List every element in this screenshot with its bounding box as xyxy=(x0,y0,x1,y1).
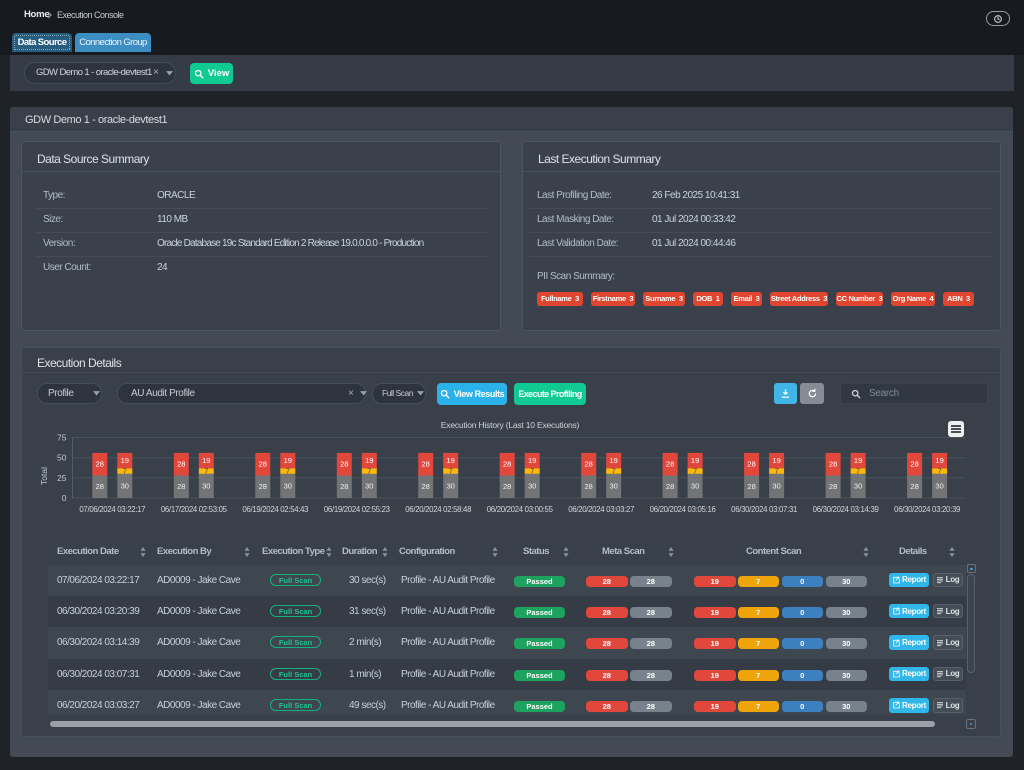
svg-text:25: 25 xyxy=(57,473,67,483)
svg-text:28: 28 xyxy=(585,460,593,469)
svg-text:19: 19 xyxy=(121,456,129,465)
svg-text:07/06/2024 03:22:17: 07/06/2024 03:22:17 xyxy=(79,505,145,514)
svg-text:30: 30 xyxy=(121,481,129,490)
svg-text:28: 28 xyxy=(422,482,430,491)
svg-text:7: 7 xyxy=(367,467,371,476)
svg-text:28: 28 xyxy=(177,482,185,491)
svg-text:30: 30 xyxy=(447,481,455,490)
svg-text:30: 30 xyxy=(528,481,536,490)
svg-text:19: 19 xyxy=(691,456,699,465)
svg-text:7: 7 xyxy=(123,467,127,476)
svg-text:75: 75 xyxy=(57,433,67,443)
svg-text:06/17/2024 02:53:05: 06/17/2024 02:53:05 xyxy=(161,505,228,514)
svg-text:28: 28 xyxy=(96,482,104,491)
svg-text:19: 19 xyxy=(365,456,373,465)
svg-text:28: 28 xyxy=(747,460,755,469)
svg-text:30: 30 xyxy=(935,481,943,490)
svg-text:06/20/2024 02:58:48: 06/20/2024 02:58:48 xyxy=(405,505,471,514)
svg-text:28: 28 xyxy=(96,460,104,469)
svg-text:7: 7 xyxy=(612,467,616,476)
svg-text:28: 28 xyxy=(829,482,837,491)
svg-text:30: 30 xyxy=(365,481,373,490)
svg-text:19: 19 xyxy=(935,456,943,465)
svg-text:28: 28 xyxy=(503,482,511,491)
svg-text:28: 28 xyxy=(422,460,430,469)
svg-text:7: 7 xyxy=(856,467,860,476)
svg-text:06/19/2024 02:54:43: 06/19/2024 02:54:43 xyxy=(242,505,308,514)
svg-text:0: 0 xyxy=(62,493,67,503)
svg-text:06/20/2024 03:03:27: 06/20/2024 03:03:27 xyxy=(568,505,634,514)
svg-text:28: 28 xyxy=(340,460,348,469)
svg-text:19: 19 xyxy=(854,456,862,465)
svg-text:19: 19 xyxy=(202,456,210,465)
svg-text:7: 7 xyxy=(286,467,290,476)
svg-text:30: 30 xyxy=(691,481,699,490)
svg-text:06/30/2024 03:20:39: 06/30/2024 03:20:39 xyxy=(894,505,960,514)
svg-text:30: 30 xyxy=(202,481,210,490)
svg-text:7: 7 xyxy=(449,467,453,476)
svg-text:19: 19 xyxy=(772,456,780,465)
svg-text:28: 28 xyxy=(910,460,918,469)
svg-text:06/20/2024 03:05:16: 06/20/2024 03:05:16 xyxy=(650,505,716,514)
svg-text:50: 50 xyxy=(57,453,67,463)
svg-text:7: 7 xyxy=(938,467,942,476)
svg-text:30: 30 xyxy=(772,481,780,490)
svg-text:28: 28 xyxy=(503,460,511,469)
svg-text:7: 7 xyxy=(775,467,779,476)
svg-text:06/20/2024 03:00:55: 06/20/2024 03:00:55 xyxy=(487,505,554,514)
svg-text:19: 19 xyxy=(284,456,292,465)
svg-text:28: 28 xyxy=(910,482,918,491)
svg-text:28: 28 xyxy=(666,460,674,469)
svg-text:28: 28 xyxy=(340,482,348,491)
svg-text:28: 28 xyxy=(747,482,755,491)
svg-text:30: 30 xyxy=(610,481,618,490)
svg-text:30: 30 xyxy=(284,481,292,490)
svg-text:19: 19 xyxy=(610,456,618,465)
svg-text:06/30/2024 03:07:31: 06/30/2024 03:07:31 xyxy=(731,505,797,514)
svg-text:28: 28 xyxy=(259,482,267,491)
svg-text:19: 19 xyxy=(447,456,455,465)
svg-text:7: 7 xyxy=(693,467,697,476)
svg-text:28: 28 xyxy=(829,460,837,469)
svg-text:06/30/2024 03:14:39: 06/30/2024 03:14:39 xyxy=(813,505,879,514)
svg-text:28: 28 xyxy=(259,460,267,469)
svg-text:7: 7 xyxy=(530,467,534,476)
svg-text:Total: Total xyxy=(39,467,49,485)
svg-text:28: 28 xyxy=(585,482,593,491)
svg-text:28: 28 xyxy=(666,482,674,491)
svg-text:28: 28 xyxy=(177,460,185,469)
svg-text:19: 19 xyxy=(528,456,536,465)
svg-text:06/19/2024 02:55:23: 06/19/2024 02:55:23 xyxy=(324,505,390,514)
svg-text:30: 30 xyxy=(854,481,862,490)
svg-text:7: 7 xyxy=(204,467,208,476)
